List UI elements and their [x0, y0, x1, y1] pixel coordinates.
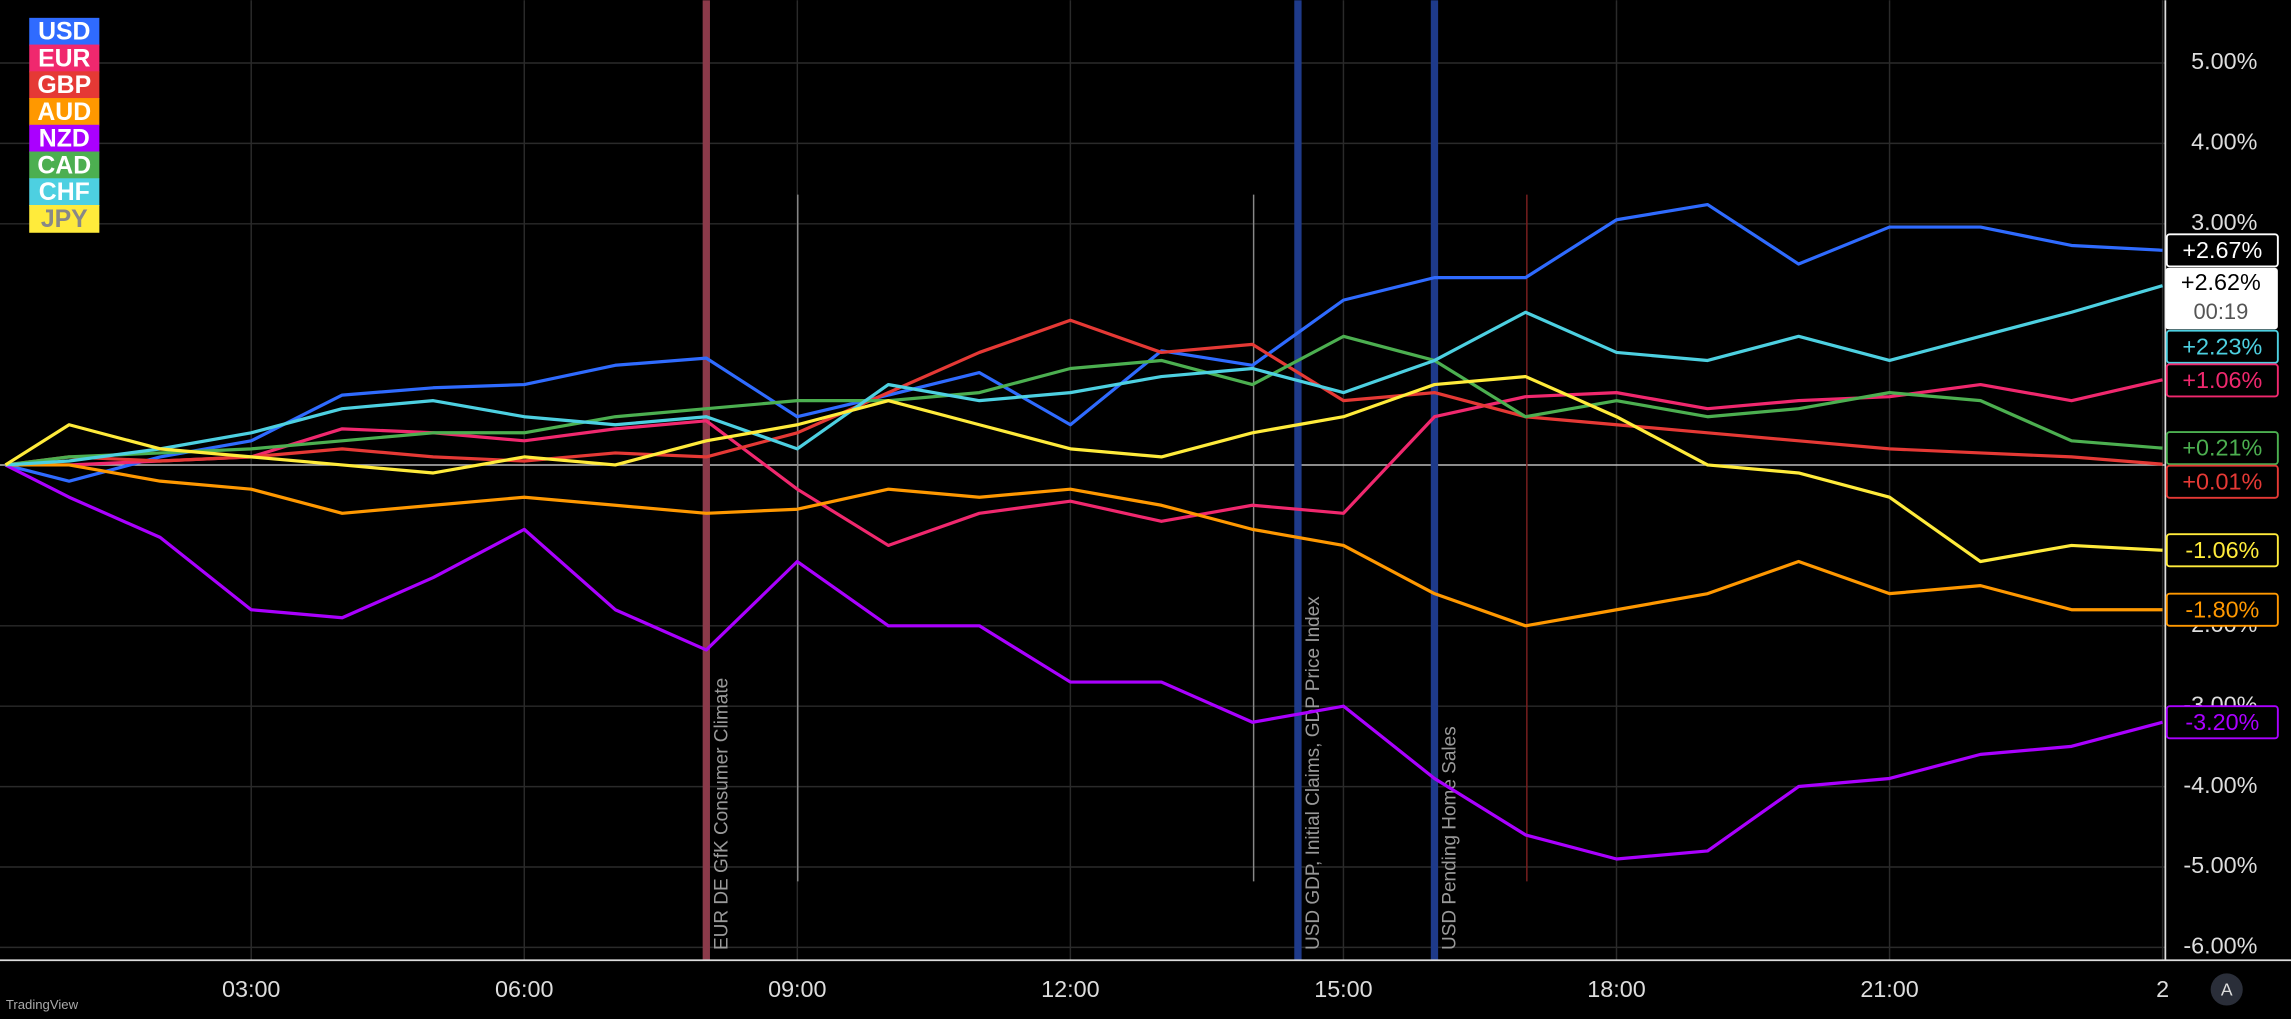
- series-line: [5, 334, 2163, 467]
- y-tick-label: -6.00%: [2183, 933, 2257, 959]
- price-tag: [2165, 431, 2279, 466]
- x-tick-label: 03:00: [222, 976, 280, 1002]
- series-line: [5, 463, 2163, 628]
- grid: [0, 0, 2166, 961]
- price-tag-label: -1.80%: [2185, 596, 2259, 622]
- y-tick-label: 4.00%: [2191, 129, 2257, 155]
- price-tag-label: +2.23%: [2182, 333, 2262, 359]
- y-tick-label: 3.00%: [2191, 209, 2257, 235]
- legend-label: CAD: [37, 152, 91, 179]
- legend-swatch: [29, 205, 100, 233]
- series-line: [5, 378, 2163, 548]
- y-tick-label: -5.00%: [2183, 852, 2257, 878]
- event-line: [702, 0, 710, 961]
- axes: 5.00%4.00%3.00%-2.00%-3.00%-4.00%-5.00%-…: [222, 48, 2257, 1002]
- last-price-tag: [2165, 267, 2278, 330]
- price-tag: [2165, 533, 2279, 568]
- legend-swatch: [29, 124, 100, 153]
- price-tags: +2.67% +2.62% 00:19 +2.23% +1.06% +0.21% +0.01…: [2165, 233, 2279, 740]
- price-tag-label: -1.06%: [2185, 537, 2259, 563]
- event-label: USD Pending Home Sales: [1440, 726, 1461, 950]
- legend-swatch: [29, 17, 100, 46]
- x-tick-label: 09:00: [768, 976, 826, 1002]
- x-tick-label: 15:00: [1314, 976, 1372, 1002]
- x-tick-label: 12:00: [1041, 976, 1099, 1002]
- legend-label: GBP: [37, 72, 91, 99]
- legend-label: EUR: [38, 45, 90, 72]
- series-line: [5, 318, 2163, 467]
- x-tick-label: 21:00: [1860, 976, 1918, 1002]
- legend-label: NZD: [39, 126, 90, 153]
- brand: TradingView: [6, 997, 79, 1012]
- legend-label: JPY: [41, 206, 88, 233]
- price-tag-label: +1.06%: [2182, 367, 2262, 393]
- price-tag: [2165, 329, 2279, 364]
- price-tag-label: -3.20%: [2185, 709, 2259, 735]
- series-line: [5, 202, 2163, 483]
- legend-swatch: [29, 44, 100, 73]
- legend-swatch: [29, 151, 100, 180]
- price-tag-label: +2.67%: [2182, 237, 2262, 263]
- x-tick-label: 06:00: [495, 976, 553, 1002]
- price-tag: [2165, 464, 2279, 499]
- legend-label: USD: [38, 19, 90, 46]
- price-tag: [2165, 233, 2279, 268]
- y-tick-label: -4.00%: [2183, 772, 2257, 798]
- x-tick-label: 18:00: [1587, 976, 1645, 1002]
- series-line: [4, 463, 2163, 861]
- events: EUR DE GfK Consumer Climate USD GDP, Init…: [702, 0, 1461, 961]
- price-tag: [2165, 363, 2279, 398]
- price-tag: [2165, 705, 2279, 740]
- event-line: [1430, 0, 1439, 961]
- last-price-label: +2.62%: [2181, 269, 2261, 295]
- series-line: [5, 284, 2164, 467]
- event-label: EUR DE GfK Consumer Climate: [711, 678, 732, 950]
- price-tag-label: +0.21%: [2182, 435, 2262, 461]
- legend-swatch: [29, 98, 100, 126]
- x-tick-label: 2: [2156, 976, 2169, 1002]
- event-label: USD GDP, Initial Claims, GDP Price Index: [1303, 596, 1324, 950]
- price-tag: [2165, 592, 2279, 627]
- lines: [4, 202, 2164, 861]
- auto-scale-button[interactable]: [2210, 973, 2243, 1006]
- countdown: 00:19: [2193, 299, 2248, 324]
- price-tag-label: +0.01%: [2182, 468, 2262, 494]
- legend-swatch: [29, 178, 100, 207]
- event-line: [1294, 0, 1302, 961]
- legend-label: CHF: [39, 179, 90, 206]
- legend-label: AUD: [37, 99, 91, 126]
- auto-scale-label[interactable]: A: [2221, 980, 2233, 1000]
- legend-swatch: [29, 71, 100, 100]
- series-line: [4, 374, 2163, 564]
- y-tick-label: 5.00%: [2191, 48, 2257, 74]
